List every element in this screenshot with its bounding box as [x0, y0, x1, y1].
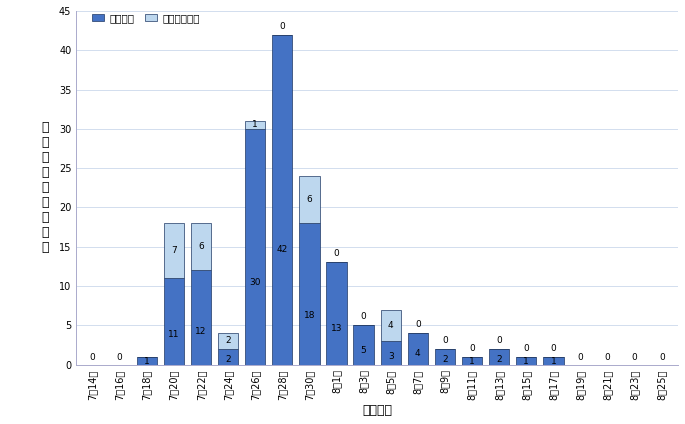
Text: 0: 0 — [496, 336, 502, 345]
Bar — [164, 223, 184, 278]
Text: 0: 0 — [334, 249, 339, 259]
Text: 1: 1 — [252, 120, 258, 129]
Y-axis label: 纽
新
增
病
例
数
（
例
）: 纽 新 增 病 例 数 （ 例 ） — [41, 121, 49, 254]
Text: 0: 0 — [469, 344, 475, 353]
Text: 0: 0 — [116, 353, 123, 362]
Text: 7: 7 — [171, 246, 177, 255]
Text: 3: 3 — [388, 352, 394, 361]
Text: 6: 6 — [198, 242, 203, 251]
Text: 4: 4 — [415, 349, 421, 358]
Text: 0: 0 — [659, 353, 664, 362]
Text: 0: 0 — [361, 312, 366, 321]
Bar — [299, 223, 319, 365]
Text: 0: 0 — [551, 344, 556, 353]
Bar — [435, 349, 455, 365]
Text: 42: 42 — [277, 245, 288, 254]
Bar — [218, 349, 238, 365]
Bar — [190, 270, 211, 365]
Bar — [489, 349, 509, 365]
Text: 13: 13 — [331, 324, 342, 333]
Text: 2: 2 — [225, 337, 231, 346]
Bar — [326, 262, 347, 365]
Text: 18: 18 — [303, 310, 315, 320]
Bar — [245, 121, 265, 129]
Text: 30: 30 — [249, 278, 261, 287]
Text: 0: 0 — [90, 353, 95, 362]
Text: 0: 0 — [415, 320, 421, 329]
Text: 1: 1 — [469, 357, 475, 366]
Text: 0: 0 — [523, 344, 529, 353]
Text: 1: 1 — [523, 357, 529, 366]
Text: 1: 1 — [144, 357, 149, 366]
Bar — [218, 333, 238, 349]
X-axis label: 网报日期: 网报日期 — [362, 404, 392, 417]
Bar — [164, 278, 184, 365]
Text: 2: 2 — [225, 354, 231, 363]
Bar — [245, 129, 265, 365]
Bar — [353, 325, 374, 365]
Text: 12: 12 — [195, 327, 207, 336]
Bar — [380, 341, 401, 365]
Text: 1: 1 — [551, 357, 556, 366]
Text: 4: 4 — [388, 321, 393, 330]
Text: 0: 0 — [442, 336, 448, 345]
Bar — [299, 176, 319, 223]
Text: 0: 0 — [605, 353, 610, 362]
Text: 5: 5 — [361, 346, 366, 355]
Text: 0: 0 — [577, 353, 584, 362]
Bar — [462, 357, 482, 365]
Legend: 确诊病例, 无症状感染者: 确诊病例, 无症状感染者 — [88, 9, 204, 28]
Text: 11: 11 — [168, 330, 179, 339]
Bar — [380, 310, 401, 341]
Text: 6: 6 — [306, 195, 312, 204]
Text: 0: 0 — [279, 22, 285, 31]
Bar — [543, 357, 564, 365]
Text: 2: 2 — [442, 354, 448, 363]
Bar — [516, 357, 536, 365]
Text: 0: 0 — [632, 353, 638, 362]
Bar — [190, 223, 211, 270]
Bar — [136, 357, 157, 365]
Bar — [408, 333, 428, 365]
Bar — [272, 34, 292, 365]
Text: 2: 2 — [497, 354, 502, 363]
